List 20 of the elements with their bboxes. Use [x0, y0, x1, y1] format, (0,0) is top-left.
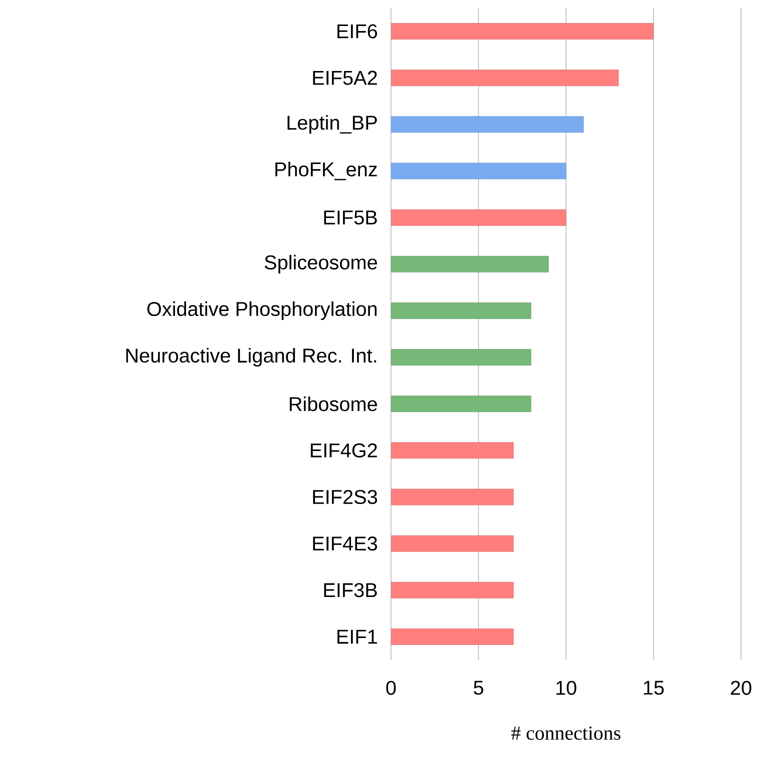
- y-tick-label: Spliceosome: [264, 254, 378, 274]
- y-tick-label: EIF4E3: [313, 536, 378, 551]
- x-axis-title: # connections: [511, 726, 620, 740]
- x-tick-label: 15: [644, 680, 664, 695]
- y-tick-label: EIF5B: [324, 210, 377, 225]
- y-tick-label: EIF1: [338, 630, 378, 644]
- y-tick-label: EIF5A2: [313, 70, 378, 85]
- y-tick-label: Ribosome: [290, 396, 378, 412]
- y-tick-label: Oxidative Phosphorylation: [148, 301, 377, 320]
- y-tick-label: EIF2S3: [313, 490, 378, 504]
- x-tick-label: 10: [556, 680, 576, 695]
- y-tick-label: Leptin_BP: [288, 115, 377, 134]
- y-tick-label: EIF4G2: [311, 443, 378, 458]
- y-tick-label: EIF3B: [324, 583, 377, 598]
- x-tick-label: 20: [731, 680, 752, 695]
- y-tick-label: PhoFK_enz: [276, 162, 378, 180]
- y-tick-label: EIF6: [338, 24, 378, 38]
- x-tick-label: 0: [386, 680, 396, 695]
- x-tick-label: 5: [474, 680, 484, 695]
- y-tick-label: Neuroactive Ligand Rec. Int.: [126, 348, 376, 367]
